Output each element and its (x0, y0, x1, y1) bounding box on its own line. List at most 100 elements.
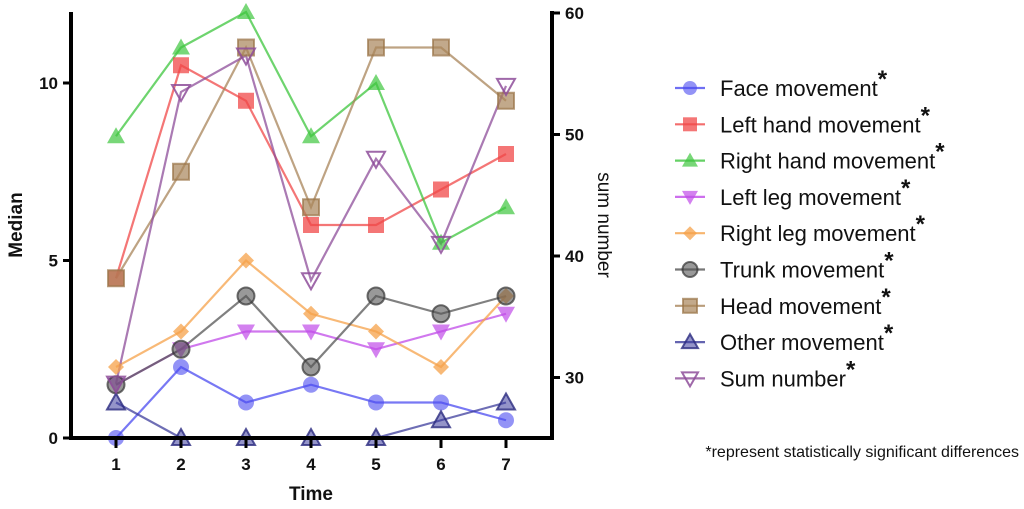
significance-star: * (846, 356, 856, 383)
legend-label: Right leg movement* (720, 211, 926, 246)
legend-item-head-movement: Head movement* (675, 284, 891, 319)
data-point-head-movement (302, 198, 320, 217)
data-point-sum-number (495, 77, 517, 97)
data-point-right-hand-movement (497, 198, 515, 215)
legend-marker-icon (683, 226, 697, 241)
data-point-right-hand-movement (302, 127, 320, 144)
significance-star: * (935, 139, 945, 166)
data-point-face-movement (173, 359, 189, 375)
data-point-right-hand-movement (172, 38, 190, 55)
data-point-head-movement (237, 38, 255, 57)
data-point-right-leg-movement (108, 359, 124, 375)
data-point-trunk-movement (366, 286, 386, 306)
data-point-right-leg-movement (173, 323, 189, 340)
legend-marker-icon (682, 152, 698, 167)
x-tick-label: 1 (111, 455, 120, 474)
data-point-face-movement (303, 376, 319, 393)
data-point-left-hand-movement (433, 181, 449, 198)
significance-star: * (878, 66, 888, 93)
legend-label: Left hand movement* (720, 102, 931, 137)
data-point-sum-number (235, 47, 257, 67)
significance-star: * (884, 248, 894, 275)
x-tick-label: 2 (176, 455, 185, 474)
legend-marker-icon (682, 297, 698, 314)
legend-label: Trunk movement* (720, 248, 894, 283)
legend-label: Left leg movement* (720, 175, 911, 210)
data-point-head-movement (497, 91, 515, 110)
legend-item-sum-number: Sum number* (675, 356, 856, 391)
legend-marker-icon (683, 117, 697, 132)
significance-star: * (881, 284, 891, 311)
legend-item-right-leg-movement: Right leg movement* (675, 211, 926, 246)
data-point-left-hand-movement (173, 57, 189, 74)
right-y-axis-title: sum number (593, 172, 614, 278)
x-tick-label: 4 (306, 455, 316, 474)
data-point-trunk-movement (301, 357, 321, 377)
data-point-left-leg-movement (497, 306, 515, 323)
data-point-left-hand-movement (498, 146, 514, 162)
legend-label: Face movement* (720, 66, 888, 101)
data-point-right-leg-movement (433, 359, 449, 375)
data-point-face-movement (368, 394, 384, 411)
left-y-tick-label: 0 (49, 429, 58, 448)
x-tick-label: 7 (501, 455, 510, 474)
data-point-face-movement (498, 412, 514, 429)
data-point-other-movement (430, 409, 452, 429)
legend-label: Sum number* (720, 356, 856, 391)
data-point-sum-number (300, 272, 322, 292)
legend-marker-icon (683, 81, 697, 95)
data-point-other-movement (105, 391, 127, 411)
data-point-trunk-movement (171, 339, 191, 359)
data-point-sum-number (430, 235, 452, 255)
legend-item-other-movement: Other movement* (675, 320, 894, 355)
data-point-trunk-movement (496, 286, 516, 306)
footnote: *represent statistically significant dif… (705, 444, 1019, 461)
data-point-left-hand-movement (368, 217, 384, 233)
data-point-head-movement (432, 38, 450, 57)
legend-item-left-hand-movement: Left hand movement* (675, 102, 931, 137)
x-tick-label: 3 (241, 455, 250, 474)
legend-item-right-hand-movement: Right hand movement* (675, 139, 945, 174)
data-point-right-hand-movement (367, 74, 385, 90)
data-point-right-leg-movement (238, 252, 254, 269)
data-point-trunk-movement (236, 286, 256, 306)
significance-star: * (901, 175, 911, 202)
data-point-sum-number (105, 375, 127, 395)
data-point-right-leg-movement (303, 305, 319, 322)
data-point-left-leg-movement (302, 324, 320, 341)
data-point-trunk-movement (431, 304, 451, 324)
legend-label: Right hand movement* (720, 139, 945, 174)
right-y-tick-label: 60 (565, 4, 584, 23)
data-point-face-movement (238, 394, 254, 411)
left-y-axis-title: Median (6, 192, 27, 257)
data-point-left-leg-movement (237, 324, 255, 341)
data-point-left-hand-movement (238, 92, 254, 109)
series-markers (105, 3, 517, 446)
x-tick-label: 5 (371, 455, 380, 474)
right-y-tick-label: 30 (565, 369, 584, 388)
data-point-head-movement (107, 269, 125, 288)
data-point-left-hand-movement (303, 217, 319, 233)
significance-star: * (916, 211, 926, 238)
left-y-tick-label: 10 (39, 74, 58, 93)
legend-marker-icon (680, 332, 700, 350)
legend-label: Other movement* (720, 320, 894, 355)
legend-marker-icon (680, 371, 700, 389)
legend-marker-icon (681, 261, 699, 278)
legend-item-face-movement: Face movement* (675, 66, 888, 101)
significance-star: * (921, 102, 931, 129)
data-point-head-movement (367, 38, 385, 57)
left-y-tick-label: 5 (49, 252, 58, 271)
data-point-left-leg-movement (432, 324, 450, 341)
x-tick-label: 6 (436, 455, 445, 474)
data-point-left-leg-movement (367, 342, 385, 359)
data-point-head-movement (172, 162, 190, 181)
data-point-right-hand-movement (107, 127, 125, 144)
legend-label: Head movement* (720, 284, 891, 319)
significance-star: * (884, 320, 894, 347)
data-point-right-hand-movement (237, 3, 255, 19)
right-y-tick-label: 40 (565, 247, 584, 266)
legend-item-left-leg-movement: Left leg movement* (675, 175, 911, 210)
x-axis-title: Time (289, 484, 333, 505)
